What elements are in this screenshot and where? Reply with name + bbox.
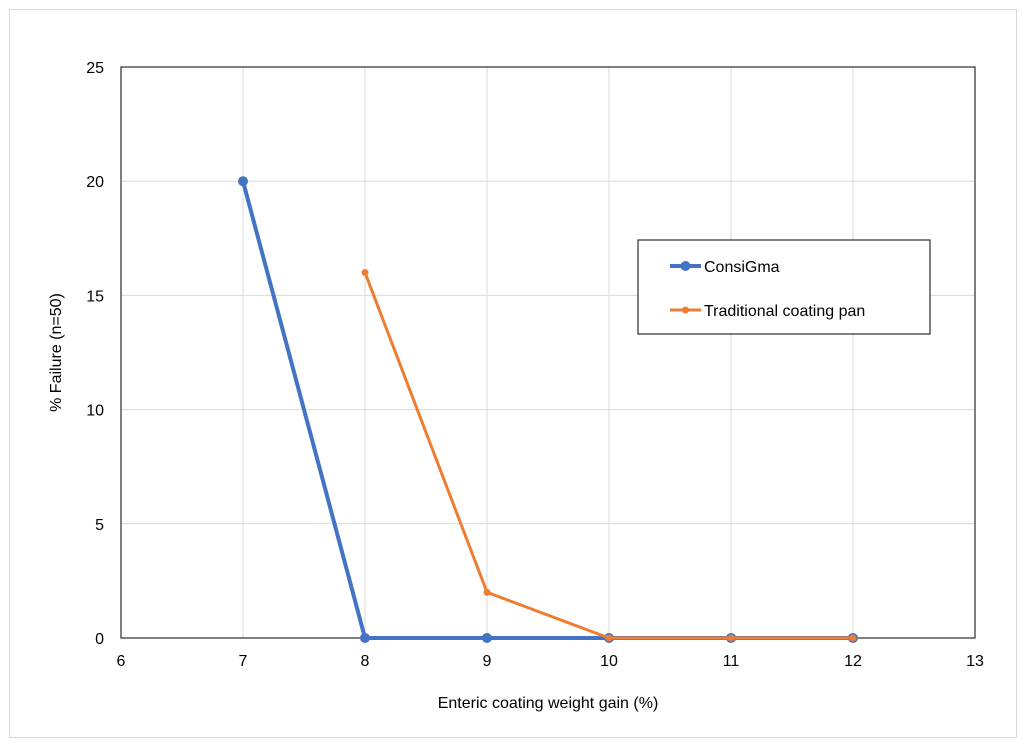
series-traditional-coating-pan <box>361 269 857 642</box>
plot-area <box>120 66 976 639</box>
y-tick-label: 15 <box>86 288 104 305</box>
data-point-traditional-coating-pan <box>483 588 491 596</box>
legend: ConsiGma Traditional coating pan <box>637 239 931 335</box>
grid-layer <box>120 66 976 639</box>
legend-marker-consigma <box>680 261 691 271</box>
data-point-consigma <box>482 633 492 643</box>
data-point-traditional-coating-pan <box>361 269 369 277</box>
tick-labels: 6 7 8 9 10 11 12 13 0 5 10 15 20 25 <box>86 60 984 670</box>
chart-frame <box>9 9 1017 738</box>
data-point-consigma <box>238 176 248 187</box>
legend-label-consigma: ConsiGma <box>704 259 780 276</box>
series-layer <box>238 176 858 643</box>
x-tick-label: 8 <box>361 653 370 670</box>
y-tick-label: 20 <box>86 174 104 191</box>
x-tick-label: 7 <box>239 653 248 670</box>
x-tick-label: 12 <box>844 653 862 670</box>
y-tick-label: 10 <box>86 403 104 420</box>
x-tick-label: 6 <box>117 653 126 670</box>
x-axis-title: Enteric coating weight gain (%) <box>438 695 659 712</box>
data-point-traditional-coating-pan <box>605 634 613 642</box>
x-tick-label: 9 <box>483 653 492 670</box>
legend-marker-traditional-coating-pan <box>682 306 689 314</box>
y-tick-label: 5 <box>95 517 104 534</box>
data-point-traditional-coating-pan <box>849 634 857 642</box>
y-tick-label: 25 <box>86 60 104 77</box>
y-axis-title: % Failure (n=50) <box>48 293 65 412</box>
legend-label-traditional-coating-pan: Traditional coating pan <box>704 303 865 320</box>
x-tick-label: 13 <box>966 653 984 670</box>
data-point-consigma <box>360 633 370 643</box>
data-point-traditional-coating-pan <box>727 634 735 642</box>
y-tick-label: 0 <box>95 631 104 648</box>
x-tick-label: 10 <box>600 653 618 670</box>
x-tick-label: 11 <box>723 653 740 670</box>
legend-box <box>637 239 931 335</box>
